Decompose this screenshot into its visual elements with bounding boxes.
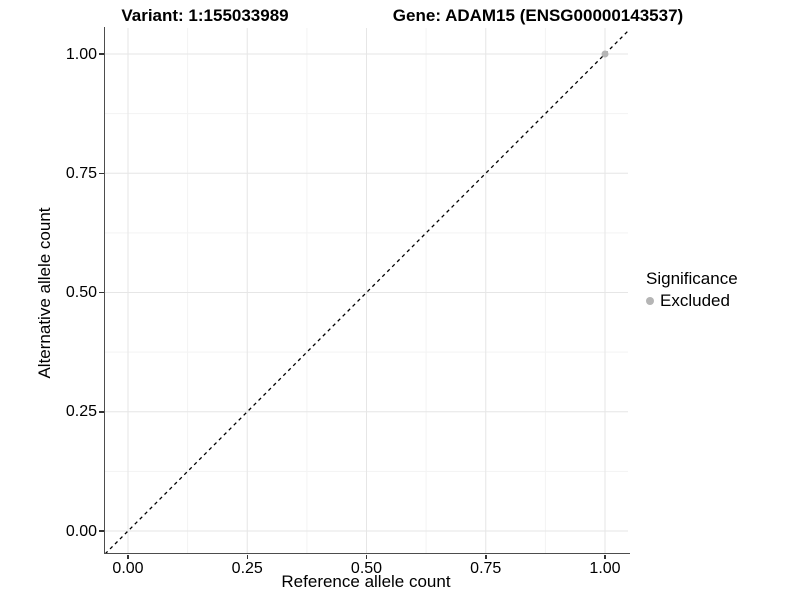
y-tick-mark [99,291,104,294]
x-tick-mark [365,554,368,559]
legend-item-label: Excluded [660,291,730,310]
x-axis-line [103,552,630,554]
x-tick-mark [127,554,129,559]
y-tick-mark [99,172,104,174]
y-tick-mark [99,411,104,413]
y-tick-mark [99,530,104,532]
y-tick-label: 0.00 [65,522,97,540]
x-tick-label: 0.25 [231,560,263,577]
x-tick-label: 0.50 [350,560,383,577]
y-tick-label: 0.25 [65,403,97,421]
legend: Significance Excluded [646,269,738,310]
x-tick-label: 0.00 [112,560,144,577]
legend-title: Significance [646,269,738,288]
legend-entries: Excluded [646,292,738,310]
y-tick-mark [99,53,104,55]
x-tick-mark [246,554,248,559]
y-axis-line [103,27,105,554]
data-point-excluded [601,50,609,58]
x-axis-title: Reference allele count [281,572,451,591]
x-tick-mark [485,554,487,559]
x-tick-label: 0.75 [470,560,502,577]
x-tick-label: 1.00 [589,560,621,577]
legend-item-excluded: Excluded [646,292,738,310]
x-tick-mark [604,554,606,559]
identity-reference-line [105,30,628,553]
y-tick-label: 0.75 [65,164,97,182]
y-tick-label: 0.50 [65,284,97,301]
y-tick-label: 1.00 [65,45,97,63]
plot-panel [105,28,628,553]
legend-key-dot [646,297,654,305]
plot-title-gene: Gene: ADAM15 (ENSG00000143537) [392,6,684,25]
plot-title-variant: Variant: 1:155033989 [121,6,289,25]
